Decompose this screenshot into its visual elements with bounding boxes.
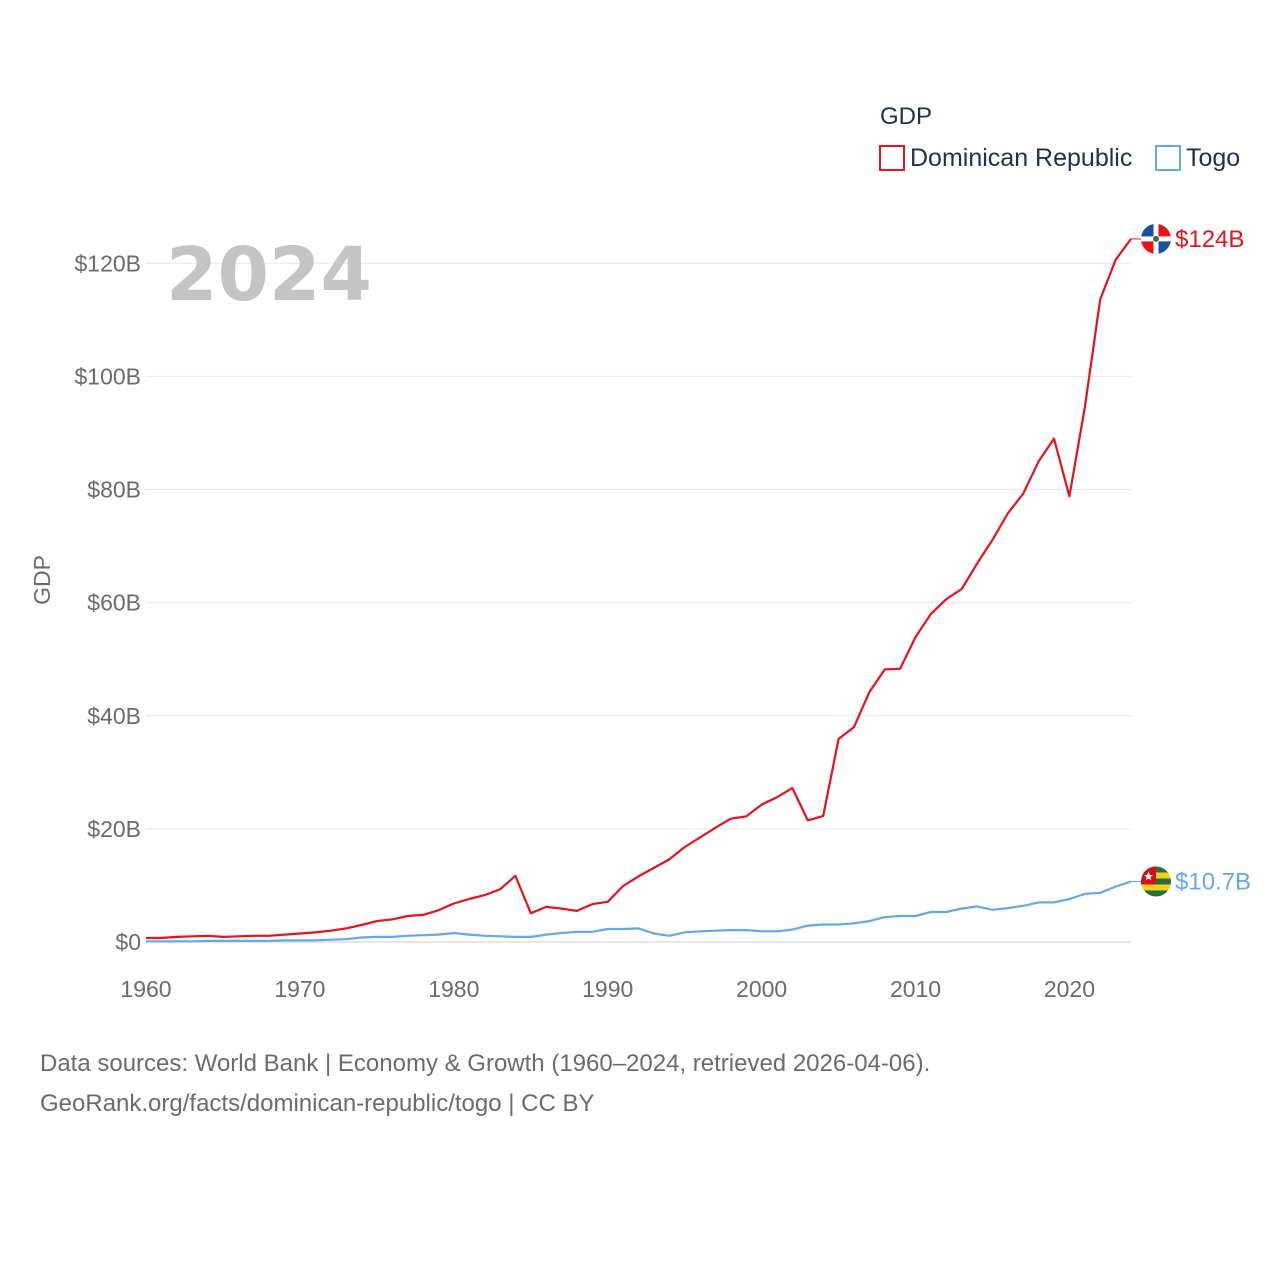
legend-label-dominican-republic: Dominican Republic (910, 144, 1132, 172)
legend-title: GDP (880, 103, 932, 130)
y-tick-label: $120B (74, 250, 141, 276)
gridlines (146, 262, 1131, 943)
y-tick-label: $0 (115, 929, 141, 955)
togo-flag-icon (1141, 866, 1171, 897)
y-tick-label: $40B (87, 703, 141, 729)
legend-item-dominican-republic[interactable]: Dominican Republic (879, 144, 1132, 172)
source-link[interactable]: GeoRank.org/facts/dominican-republic/tog… (40, 1090, 595, 1117)
series-line-dominican-republic (146, 238, 1132, 940)
x-axis-ticks: 1960 1970 1980 1990 2000 2010 2020 (120, 976, 1095, 1002)
dominican-republic-flag-icon (1141, 223, 1171, 254)
legend-label-togo: Togo (1186, 144, 1240, 172)
y-tick-label: $20B (87, 816, 141, 842)
legend[interactable]: GDP Dominican Republic Togo (879, 103, 1240, 172)
x-tick-label: 1990 (582, 976, 633, 1002)
end-label-togo: $10.7B (1175, 869, 1251, 896)
x-tick-label: 1970 (274, 976, 325, 1002)
series-line-togo (146, 880, 1132, 943)
y-axis-title: GDP (29, 555, 55, 605)
data-sources-note: Data sources: World Bank | Economy & Gro… (40, 1050, 931, 1077)
x-tick-label: 2020 (1044, 976, 1095, 1002)
x-tick-label: 2010 (890, 976, 941, 1002)
legend-swatch-togo (1155, 145, 1181, 171)
end-label-group-togo: $10.7B (1141, 866, 1251, 897)
end-label-group-dominican-republic: $124B (1141, 223, 1244, 254)
legend-swatch-dominican-republic (879, 145, 905, 171)
y-axis-ticks: $0 $20B $40B $60B $80B $100B $120B (74, 250, 141, 955)
x-tick-label: 2000 (736, 976, 787, 1002)
end-label-dominican-republic: $124B (1175, 226, 1244, 253)
gdp-line-chart: $0 $20B $40B $60B $80B $100B $120B 1960 1970 198… (29, 103, 1251, 1002)
year-label: 2024 (166, 232, 372, 318)
legend-item-togo[interactable]: Togo (1155, 144, 1240, 172)
x-tick-label: 1980 (428, 976, 479, 1002)
footer: Data sources: World Bank | Economy & Gro… (40, 1044, 930, 1124)
x-tick-label: 1960 (120, 976, 171, 1002)
series-lines (146, 238, 1141, 943)
y-tick-label: $60B (87, 590, 141, 616)
y-tick-label: $100B (74, 363, 141, 389)
y-tick-label: $80B (87, 477, 141, 503)
